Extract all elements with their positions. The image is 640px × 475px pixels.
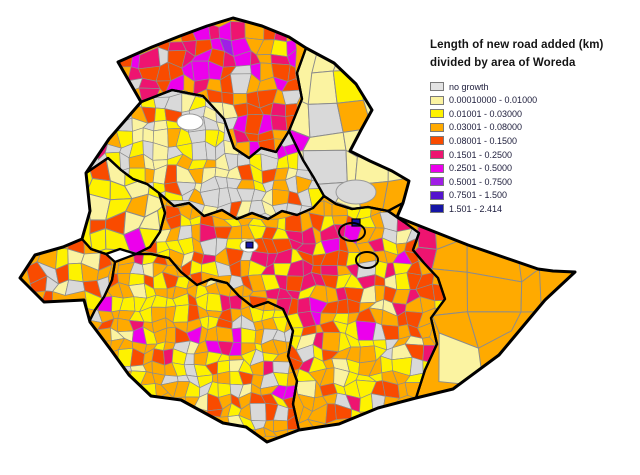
map-legend: Length of new road added (km) divided by… — [430, 36, 635, 216]
legend-item: 0.1501 - 0.2500 — [430, 148, 635, 162]
legend-swatch — [430, 204, 444, 214]
legend-item: 0.01001 - 0.03000 — [430, 107, 635, 121]
woreda-cell — [215, 326, 234, 343]
woreda-cell — [307, 70, 338, 105]
harar-ring — [355, 251, 379, 269]
legend-swatch — [430, 190, 444, 200]
woreda-cell — [270, 39, 288, 58]
legend-label: 0.01001 - 0.03000 — [449, 108, 523, 119]
woreda-cell — [191, 60, 210, 82]
woreda-cell — [272, 361, 291, 374]
afar-gray-blob — [335, 179, 377, 205]
legend-item: 0.2501 - 0.5000 — [430, 161, 635, 175]
legend-swatch — [430, 95, 444, 105]
woreda-cell — [359, 345, 377, 364]
woreda-cell — [320, 265, 339, 276]
legend-label: 1.501 - 2.414 — [449, 203, 503, 214]
legend-item: 1.501 - 2.414 — [430, 202, 635, 216]
dire-dawa-ring — [338, 222, 366, 242]
legend-label: 0.5001 - 0.7500 — [449, 176, 513, 187]
woreda-cell — [191, 141, 208, 161]
woreda-cell — [466, 311, 522, 349]
woreda-cell — [297, 296, 312, 314]
map-regions — [20, 18, 575, 442]
legend-swatch — [430, 150, 444, 160]
legend-title-line2: divided by area of Woreda — [430, 57, 576, 70]
legend-label: 0.00010000 - 0.01000 — [449, 95, 538, 106]
woreda-cell — [154, 107, 167, 122]
legend-swatch — [430, 163, 444, 173]
region-snnp-cells — [89, 254, 299, 442]
legend-item: 0.7501 - 1.500 — [430, 189, 635, 203]
legend-item: 0.5001 - 0.7500 — [430, 175, 635, 189]
woreda-cell — [240, 327, 257, 344]
legend-item: 0.03001 - 0.08000 — [430, 121, 635, 135]
legend-title-line1: Length of new road added (km) — [430, 39, 604, 51]
woreda-cell — [431, 283, 445, 302]
woreda-cell — [231, 327, 242, 344]
legend-swatch — [430, 122, 444, 132]
legend-title: Length of new road added (km) divided by… — [430, 36, 635, 73]
woreda-cell — [409, 356, 424, 377]
legend-label: 0.03001 - 0.08000 — [449, 122, 523, 133]
woreda-cell — [321, 331, 341, 353]
woreda-cell — [187, 129, 207, 144]
region-amhara-cells — [86, 90, 324, 219]
woreda-cell — [165, 326, 176, 344]
woreda-cell — [381, 175, 409, 211]
woreda-cell — [355, 320, 377, 341]
legend-item: no growth — [430, 80, 635, 94]
woreda-cell — [270, 114, 288, 131]
legend-item: 0.00010000 - 0.01000 — [430, 93, 635, 107]
legend-swatch — [430, 177, 444, 187]
legend-label: 0.2501 - 0.5000 — [449, 163, 513, 174]
woreda-cell — [286, 151, 299, 170]
addis-ababa-woreda — [245, 241, 254, 249]
legend-label: no growth — [449, 81, 489, 92]
woreda-cell — [230, 21, 246, 42]
woreda-cell — [217, 370, 231, 385]
legend-label: 0.08001 - 0.1500 — [449, 135, 518, 146]
legend-item: 0.08001 - 0.1500 — [430, 134, 635, 148]
woreda-cell — [270, 102, 287, 117]
legend-swatch — [430, 109, 444, 119]
region-tigray-cells — [118, 18, 306, 158]
woreda-cell — [67, 262, 84, 283]
legend-swatch — [430, 136, 444, 146]
legend-items: no growth 0.00010000 - 0.01000 0.01001 - 0… — [430, 80, 635, 216]
lake-tana — [176, 113, 204, 131]
ethiopia-outline — [18, 16, 577, 444]
woreda-cell — [249, 402, 267, 422]
legend-label: 0.7501 - 1.500 — [449, 190, 508, 201]
legend-swatch — [430, 82, 444, 92]
woreda-cell — [336, 298, 349, 314]
legend-label: 0.1501 - 0.2500 — [449, 149, 513, 160]
